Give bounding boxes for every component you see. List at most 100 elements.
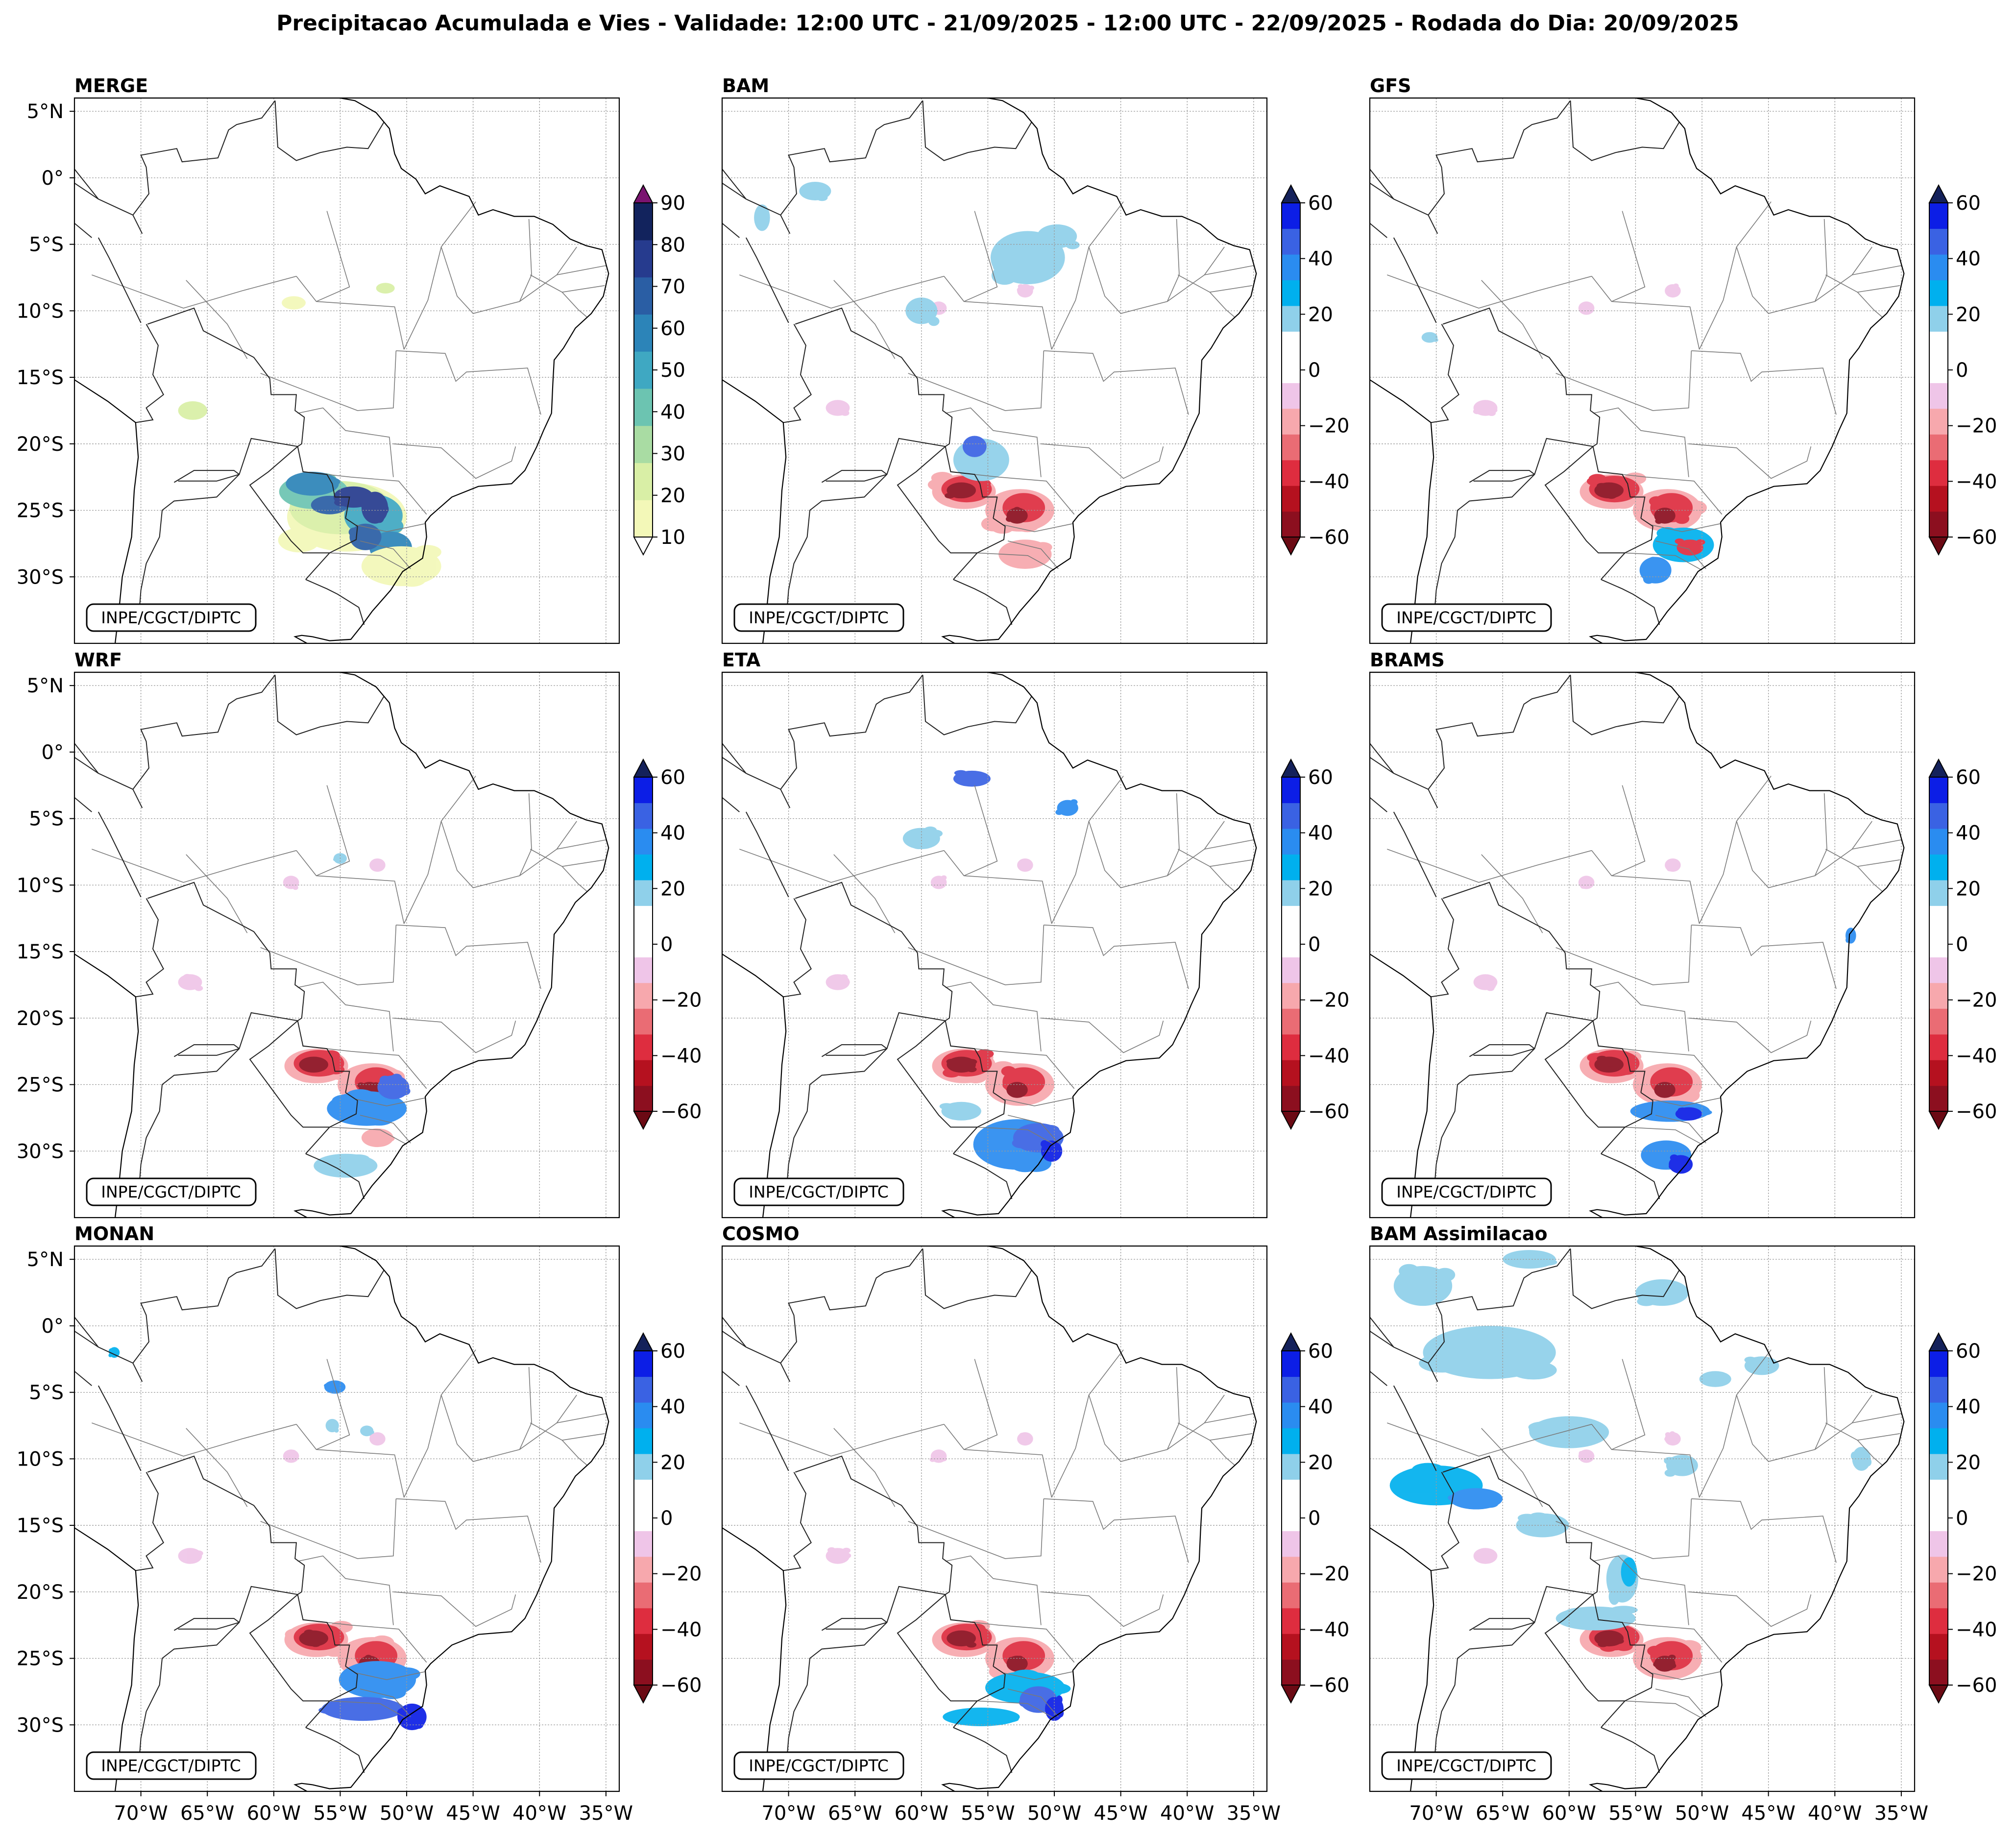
colorbar-segment — [1929, 408, 1948, 435]
field-blob — [1674, 860, 1680, 866]
field-blob — [341, 491, 355, 499]
map-panel-eta: ETA INPE/CGCT/DIPTC — [721, 649, 1268, 1219]
colorbar-tick-label: 20 — [1308, 1451, 1333, 1474]
colorbar-tick-label: 60 — [1956, 766, 1981, 789]
colorbar-tick-label: 40 — [1308, 822, 1333, 845]
field-blob — [841, 410, 850, 416]
colorbar-tick-label: 0 — [1308, 1507, 1320, 1530]
colorbar-tick-label: 70 — [660, 276, 685, 298]
colorbar-segment — [634, 388, 653, 426]
colorbar-segment — [1929, 1351, 1948, 1377]
field-blob — [1657, 1084, 1665, 1090]
lon-tick-label: 65°W — [180, 1802, 234, 1825]
field-blob — [1597, 489, 1607, 496]
colorbar-segment — [1282, 460, 1300, 486]
map-frame — [721, 1245, 1268, 1792]
field-blob — [278, 528, 320, 553]
lat-tick-label: 15°S — [17, 367, 64, 389]
map-panel-wrf: WRF INPE/CGCT/DIPTC 5°N 0° 5°S 10°S 15°S 20°S 25… — [17, 649, 620, 1219]
colorbar-segment — [634, 880, 653, 906]
field-blob — [1597, 483, 1607, 489]
field-blob — [1399, 1264, 1419, 1278]
field-blob — [1685, 1108, 1695, 1113]
colorbar-tick-label: 40 — [1308, 248, 1333, 270]
field-blob — [1068, 803, 1076, 808]
colorbar-segment — [1929, 1402, 1948, 1428]
lon-tick-label: 70°W — [761, 1802, 815, 1825]
field-blob — [1573, 1611, 1602, 1619]
field-blob — [335, 857, 340, 861]
lat-tick-label: 30°S — [17, 1140, 64, 1163]
field-blob — [1665, 1432, 1671, 1437]
field-blob — [329, 1424, 334, 1429]
field-blob — [1017, 1085, 1024, 1092]
field-blob — [1673, 287, 1679, 292]
field-blob — [1588, 474, 1606, 484]
field-blob — [1653, 1141, 1671, 1151]
colorbar-tick-label: 0 — [1308, 933, 1320, 956]
lat-tick-label: 20°S — [17, 1581, 64, 1604]
map-frame — [1369, 97, 1916, 644]
field-blob — [1615, 1641, 1633, 1651]
colorbar-segment — [634, 905, 653, 932]
colorbar-segment — [1282, 1402, 1300, 1428]
colorbar-segment — [1929, 931, 1948, 957]
lon-tick-label: 55°W — [313, 1802, 367, 1825]
field-blob — [809, 189, 821, 196]
field-blob — [1669, 1663, 1676, 1669]
field-blob — [1058, 230, 1072, 239]
lat-tick-label: 15°S — [17, 1515, 64, 1537]
field-blob — [1670, 1154, 1678, 1161]
colorbar-segment — [1929, 331, 1948, 358]
field-layer — [754, 182, 1080, 569]
colorbar-segment — [1929, 905, 1948, 932]
colorbar-segment — [1929, 777, 1948, 804]
country-borders — [74, 98, 385, 625]
field-blob — [1066, 241, 1080, 249]
coastline — [74, 98, 609, 643]
lon-tick-label: 45°W — [1741, 1802, 1795, 1825]
lon-tick-label: 50°W — [1675, 1802, 1729, 1825]
colorbar-segment — [634, 854, 653, 880]
field-blob — [304, 1629, 315, 1636]
field-blob — [1667, 289, 1673, 294]
lat-tick-label: 20°S — [17, 433, 64, 456]
colorbar-segment — [1282, 408, 1300, 435]
coastline — [1370, 1246, 1905, 1791]
colorbar-tick-label: 80 — [660, 234, 685, 256]
colorbar-tick-label: 60 — [660, 766, 685, 789]
colorbar-segment — [1929, 1453, 1948, 1480]
field-blob — [758, 206, 764, 216]
credit-label: INPE/CGCT/DIPTC — [749, 1756, 889, 1775]
colorbar-tick-label: 20 — [660, 1451, 685, 1474]
lat-tick-label: 20°S — [17, 1007, 64, 1030]
colorbar-tick-label: −60 — [1956, 1674, 1997, 1697]
colorbar-segment — [1282, 1556, 1300, 1583]
coastline — [722, 1246, 1257, 1791]
colorbar-tick-label: 10 — [660, 526, 685, 549]
colorbar-segment — [1929, 1634, 1948, 1660]
field-blob — [1429, 336, 1434, 340]
field-blob — [929, 830, 943, 837]
colorbar-segment — [1929, 1376, 1948, 1403]
colorbar-segment — [1282, 1582, 1300, 1609]
colorbar-segment — [634, 1505, 653, 1531]
colorbar-segment — [634, 1085, 653, 1112]
field-blob — [1035, 1131, 1053, 1142]
field-blob — [391, 1074, 402, 1082]
field-blob — [1011, 1669, 1040, 1681]
colorbar-tick-label: 40 — [660, 1396, 685, 1418]
colorbar-segment — [634, 1034, 653, 1060]
colorbar-segment — [1282, 957, 1300, 983]
field-blob — [194, 985, 203, 991]
colorbar-tick-label: −60 — [660, 1674, 702, 1697]
colorbar-segment — [1929, 511, 1948, 538]
colorbar-segment — [634, 277, 653, 315]
colorbar-segment — [1929, 280, 1948, 306]
field-blob — [1016, 1070, 1031, 1081]
colorbar-segment — [1929, 880, 1948, 906]
field-blob — [987, 1681, 1016, 1693]
colorbar-tick-label: 40 — [660, 822, 685, 845]
colorbar-segment — [1929, 982, 1948, 1009]
gridlines — [74, 98, 619, 643]
